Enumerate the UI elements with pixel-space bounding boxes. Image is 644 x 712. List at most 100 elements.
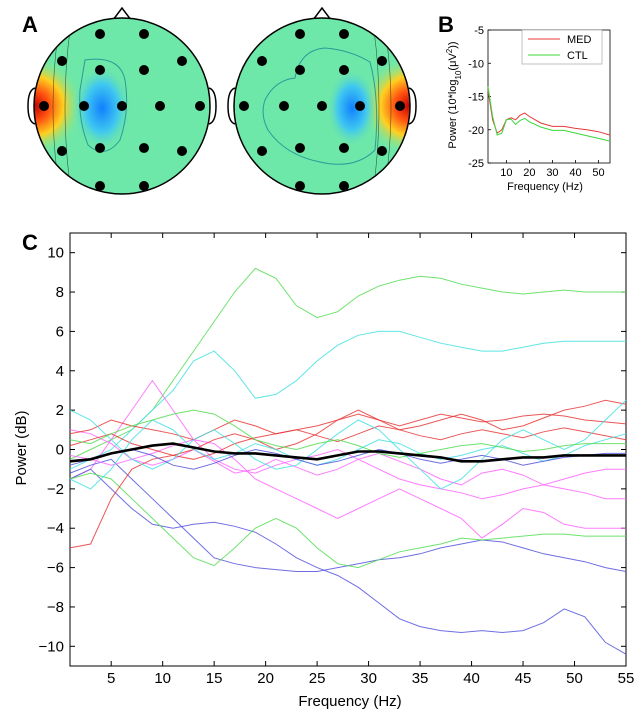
x-tick-label: 10 (500, 167, 512, 179)
series-line-14 (69, 409, 626, 458)
electrode-dot (355, 101, 365, 111)
y-tick-label: -20 (468, 125, 484, 137)
y-tick-label: 6 (56, 323, 64, 340)
electrode-dot (39, 101, 49, 111)
series-line-mean (69, 442, 626, 463)
y-axis-title-b-pre: Power (10*log (447, 79, 459, 148)
legend-label-ctl: CTL (567, 50, 588, 62)
electrode-dot (195, 101, 205, 111)
contour-line (52, 34, 59, 181)
series-line-6 (69, 472, 626, 569)
panel-b-chart: 10 20 30 40 50 -5 -10 -15 -20 -25 MED CTL Frequen… (445, 25, 611, 193)
series-line-15 (69, 448, 626, 470)
series-line-med (487, 89, 611, 136)
x-tick-label: 50 (592, 167, 604, 179)
y-axis-title-b-post: )) (447, 41, 459, 48)
y-tick-label: 4 (56, 363, 64, 380)
y-tick-label: 8 (56, 284, 64, 301)
electrode-dot (95, 181, 105, 191)
x-tick-label: 25 (309, 670, 326, 687)
right-ear-shape (408, 87, 417, 125)
series-line-2 (69, 330, 626, 470)
y-tick-label: -25 (468, 158, 484, 170)
electrode-dot (279, 101, 289, 111)
y-axis-title-c: Power (dB) (13, 410, 30, 485)
x-tick-label: 10 (154, 670, 171, 687)
electrode-dot (377, 146, 387, 156)
panel-c-chart: 5 10 15 20 25 30 35 40 45 50 551086420−2−4−6−8−10 … (13, 232, 635, 710)
contour-line (373, 29, 380, 186)
electrode-dot (95, 143, 105, 153)
electrode-dot (177, 146, 187, 156)
cool-region (72, 64, 132, 152)
legend-label-med: MED (567, 34, 592, 46)
x-tick-label: 5 (107, 670, 115, 687)
y-tick-label: −10 (39, 638, 64, 655)
contour-line (64, 29, 71, 186)
series-line-9 (69, 399, 627, 549)
electrode-dot (257, 56, 267, 66)
x-tick-label: 35 (412, 670, 429, 687)
x-axis-title-b: Frequency (Hz) (507, 181, 583, 193)
panel-label-c: C (22, 230, 38, 255)
x-axis-title-c: Frequency (Hz) (298, 693, 401, 710)
electrode-dot (295, 29, 305, 39)
x-tick-label: 15 (206, 670, 223, 687)
y-tick-label: 10 (47, 245, 64, 262)
electrode-dot (79, 101, 89, 111)
series-line-8 (69, 429, 626, 486)
contour-line (385, 34, 392, 181)
y-tick-label: −4 (47, 520, 64, 537)
x-tick-label: 30 (546, 167, 558, 179)
electrode-dot (117, 101, 127, 111)
electrode-dot (395, 101, 405, 111)
electrode-dot (95, 65, 105, 75)
series-line-4 (69, 468, 627, 655)
series-lines (69, 267, 627, 655)
cool-region (326, 68, 378, 148)
x-tick-label: 20 (523, 167, 535, 179)
x-tick-label: 50 (566, 670, 583, 687)
y-axis-title-b-sup: 2 (445, 48, 454, 53)
series-line-5 (69, 458, 627, 572)
electrode-group (239, 29, 405, 191)
y-axis-title-b: Power (10*log10(μV2)) (445, 41, 463, 148)
x-tick-label: 55 (618, 670, 635, 687)
series-line-1 (69, 267, 626, 460)
electrode-dot (339, 29, 349, 39)
y-tick-label: -5 (474, 25, 484, 37)
legend-box (521, 29, 603, 65)
y-axis-title-b-mid: (μV (447, 53, 459, 71)
electrode-dot (139, 65, 149, 75)
panel-label-b: B (438, 12, 454, 37)
left-ear-shape (227, 87, 236, 125)
y-tick-label: -15 (468, 92, 484, 104)
electrode-dot (57, 146, 67, 156)
x-tick-label: 40 (463, 670, 480, 687)
series-lines (487, 86, 611, 142)
electrode-dot (139, 143, 149, 153)
electrode-dot (339, 181, 349, 191)
electrode-dot (339, 143, 349, 153)
electrode-dot (377, 56, 387, 66)
tick-labels: 10 20 30 40 50 -5 -10 -15 -20 -25 (468, 25, 605, 179)
head-outline (233, 17, 411, 195)
y-tick-label: −6 (47, 560, 64, 577)
electrode-dot (295, 143, 305, 153)
y-tick-label: 0 (56, 442, 64, 459)
electrode-group (39, 29, 205, 191)
x-tick-label: 40 (569, 167, 581, 179)
electrode-dot (317, 101, 327, 111)
series-line-12 (69, 399, 627, 490)
electrode-dot (239, 101, 249, 111)
series-line-10 (69, 413, 627, 441)
head-outline (33, 17, 211, 195)
electrode-dot (95, 29, 105, 39)
y-axis-title-b-sub: 10 (454, 70, 463, 79)
axes-frame (69, 232, 627, 667)
electrode-dot (295, 65, 305, 75)
series-line-7 (69, 439, 626, 539)
series-line-ctl (487, 86, 611, 142)
